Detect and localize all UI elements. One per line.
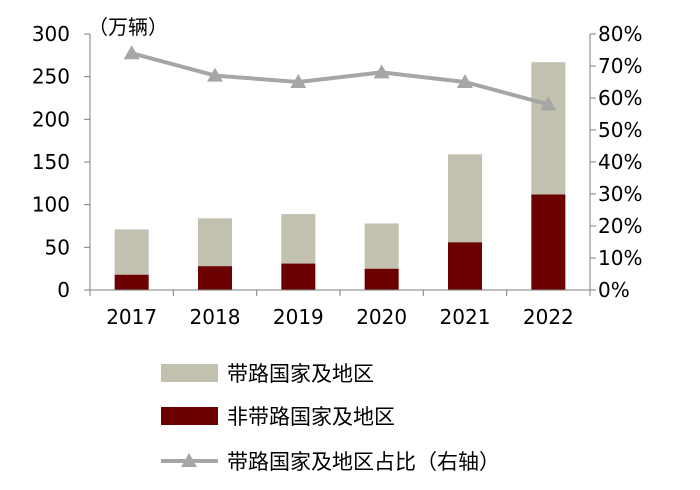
right-tick-label: 50% — [598, 118, 642, 142]
share-line-path — [131, 51, 549, 107]
left-tick-label: 250 — [32, 65, 70, 89]
share-line — [123, 45, 557, 111]
right-tick-label: 20% — [598, 214, 642, 238]
bar-belt-road-2020 — [364, 223, 399, 269]
bar-belt-road-2017 — [114, 229, 149, 275]
left-tick-label: 300 — [32, 22, 70, 46]
legend-swatch-0 — [161, 364, 218, 382]
left-axis: 0 50 100 150 200 250 300 — [32, 22, 91, 302]
left-tick-label: 50 — [45, 235, 70, 259]
legend-label-1: 非带路国家及地区 — [227, 405, 395, 429]
y-axis-unit-label: （万辆） — [88, 15, 168, 39]
share-point-2019 — [290, 74, 307, 88]
right-tick-label: 30% — [598, 182, 642, 206]
x-tick-label: 2018 — [190, 305, 241, 329]
left-tick-label: 0 — [57, 278, 70, 302]
bar-non-belt-road-2022 — [531, 194, 566, 290]
left-tick-label: 200 — [32, 107, 70, 131]
bar-non-belt-road-2020 — [364, 268, 399, 290]
x-tick-label: 2017 — [106, 305, 157, 329]
right-tick-label: 40% — [598, 150, 642, 174]
right-axis: 0% 10% 20% 30% 40% 50% 60% 70% 80% — [589, 22, 642, 302]
bar-belt-road-2019 — [281, 214, 316, 264]
right-tick-label: 70% — [598, 54, 642, 78]
share-point-2022 — [540, 96, 557, 111]
share-point-2021 — [457, 74, 473, 88]
x-tick-label: 2021 — [440, 305, 491, 329]
x-axis: 2017 2018 2019 2020 2021 2022 — [89, 289, 591, 329]
legend-marker-2 — [181, 453, 197, 467]
legend-swatch-1 — [161, 407, 218, 425]
bar-non-belt-road-2017 — [114, 274, 149, 290]
legend-label-2: 带路国家及地区占比（右轴） — [227, 450, 500, 474]
x-tick-label: 2019 — [273, 305, 324, 329]
left-tick-label: 150 — [32, 150, 70, 174]
share-point-2017 — [123, 45, 140, 60]
right-tick-label: 10% — [598, 246, 642, 270]
right-tick-label: 0% — [598, 278, 630, 302]
share-point-2020 — [373, 64, 390, 79]
bar-belt-road-2018 — [198, 218, 232, 267]
x-tick-label: 2020 — [356, 305, 407, 329]
bar-non-belt-road-2021 — [448, 242, 482, 290]
bar-non-belt-road-2019 — [281, 263, 316, 290]
bar-belt-road-2022 — [531, 62, 566, 195]
share-point-2018 — [207, 67, 223, 82]
right-tick-label: 60% — [598, 86, 642, 110]
bars — [114, 62, 566, 290]
x-tick-label: 2022 — [523, 305, 574, 329]
right-tick-label: 80% — [598, 22, 642, 46]
bar-non-belt-road-2018 — [198, 266, 232, 290]
legend-label-0: 带路国家及地区 — [227, 362, 374, 386]
left-tick-label: 100 — [32, 193, 70, 217]
bar-belt-road-2021 — [448, 154, 482, 243]
